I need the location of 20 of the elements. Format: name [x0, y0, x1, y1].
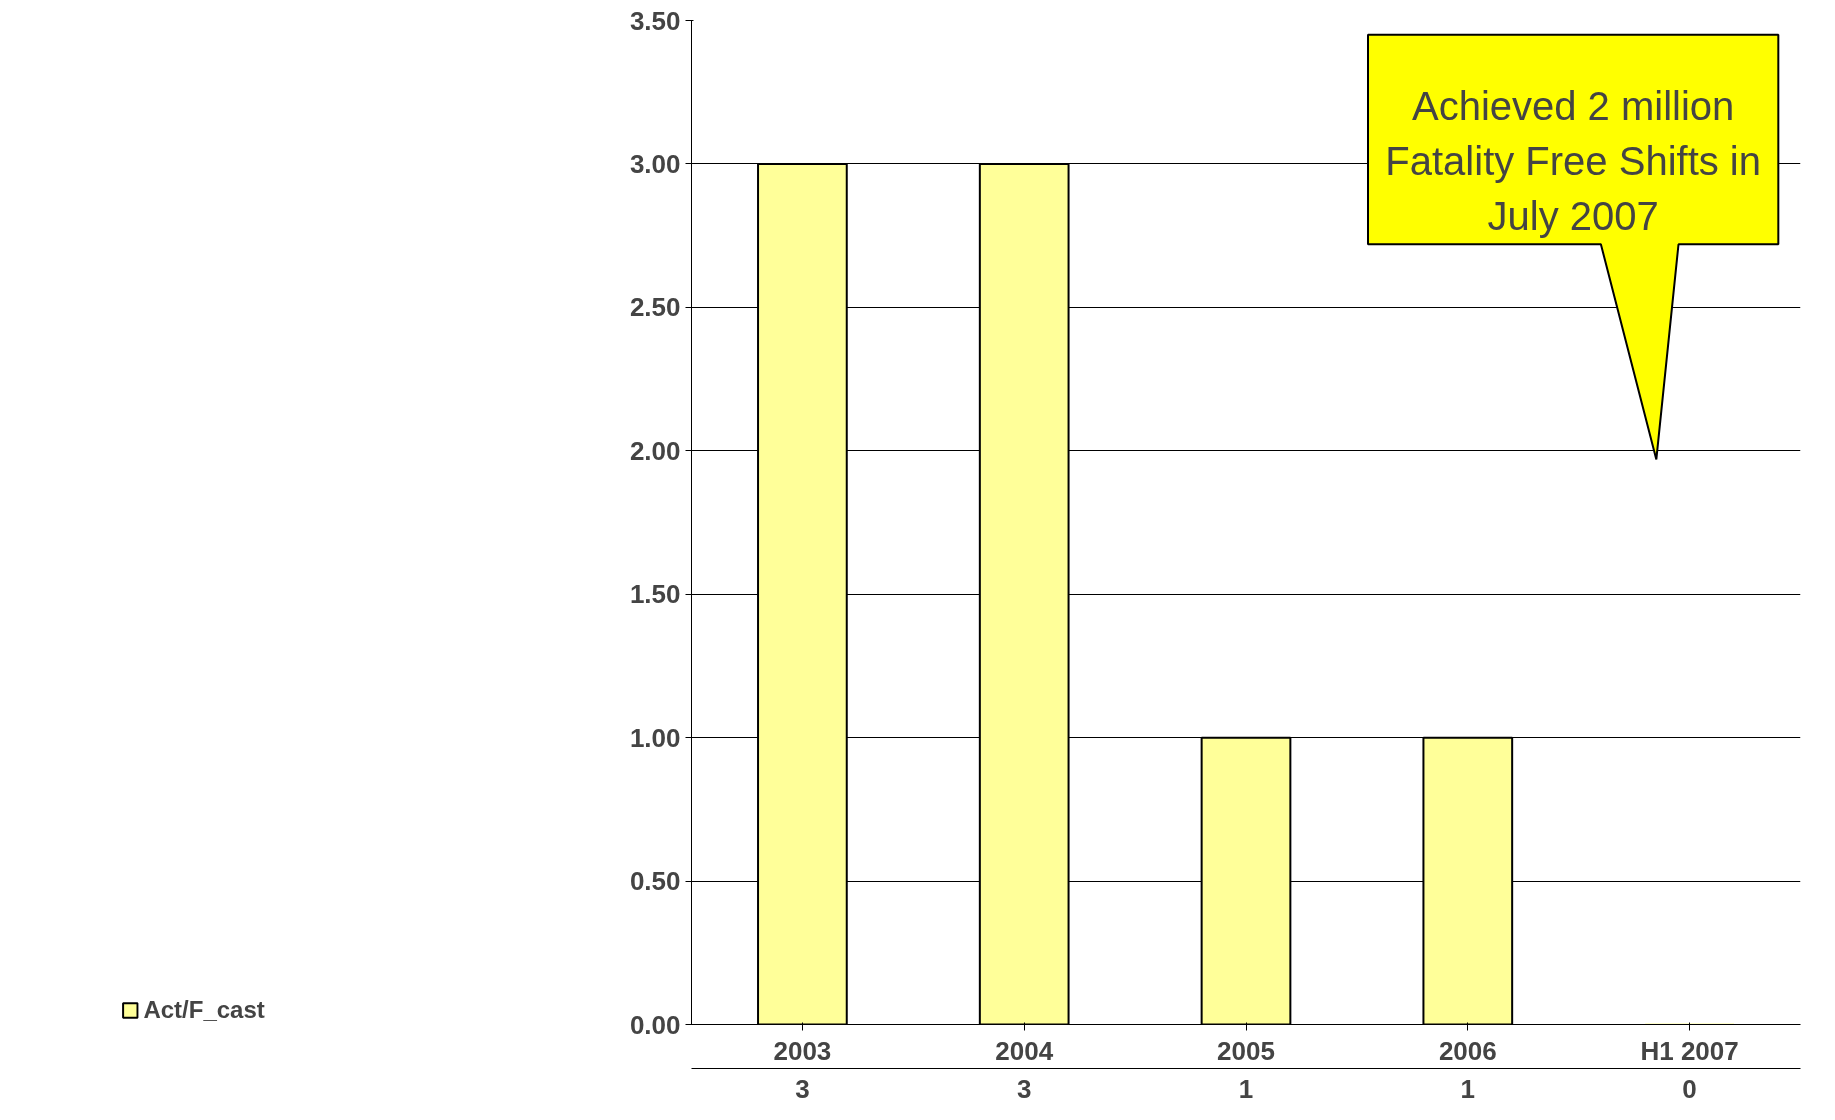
y-tick-label: 3.00 [629, 148, 681, 179]
x-tick-label: 2006 [1438, 1035, 1497, 1066]
data-label: 3 [1016, 1073, 1032, 1104]
data-label: 1 [1460, 1073, 1476, 1104]
data-label: 0 [1682, 1073, 1697, 1104]
y-tick-label: 0.00 [629, 1009, 681, 1040]
x-tick-label: 2003 [773, 1035, 832, 1066]
annotation: Achieved 2 million Fatality Free Shifts in July 2007 [1385, 83, 1761, 238]
data-label: 1 [1238, 1073, 1254, 1104]
x-tick-label: 2004 [995, 1035, 1054, 1066]
y-tick-label: 3.50 [629, 5, 681, 36]
y-tick-label: 1.00 [629, 722, 681, 753]
x-tick-label: H1 2007 [1640, 1035, 1739, 1066]
data-label: 3 [795, 1073, 810, 1104]
y-tick-label: 0.50 [629, 866, 681, 897]
y-tick-label: 2.00 [629, 435, 681, 466]
y-tick-label: 2.50 [629, 292, 681, 323]
legend-label: Act/F_cast [143, 996, 265, 1024]
x-tick-label: 2005 [1217, 1035, 1275, 1066]
y-tick-label: 1.50 [629, 579, 681, 610]
